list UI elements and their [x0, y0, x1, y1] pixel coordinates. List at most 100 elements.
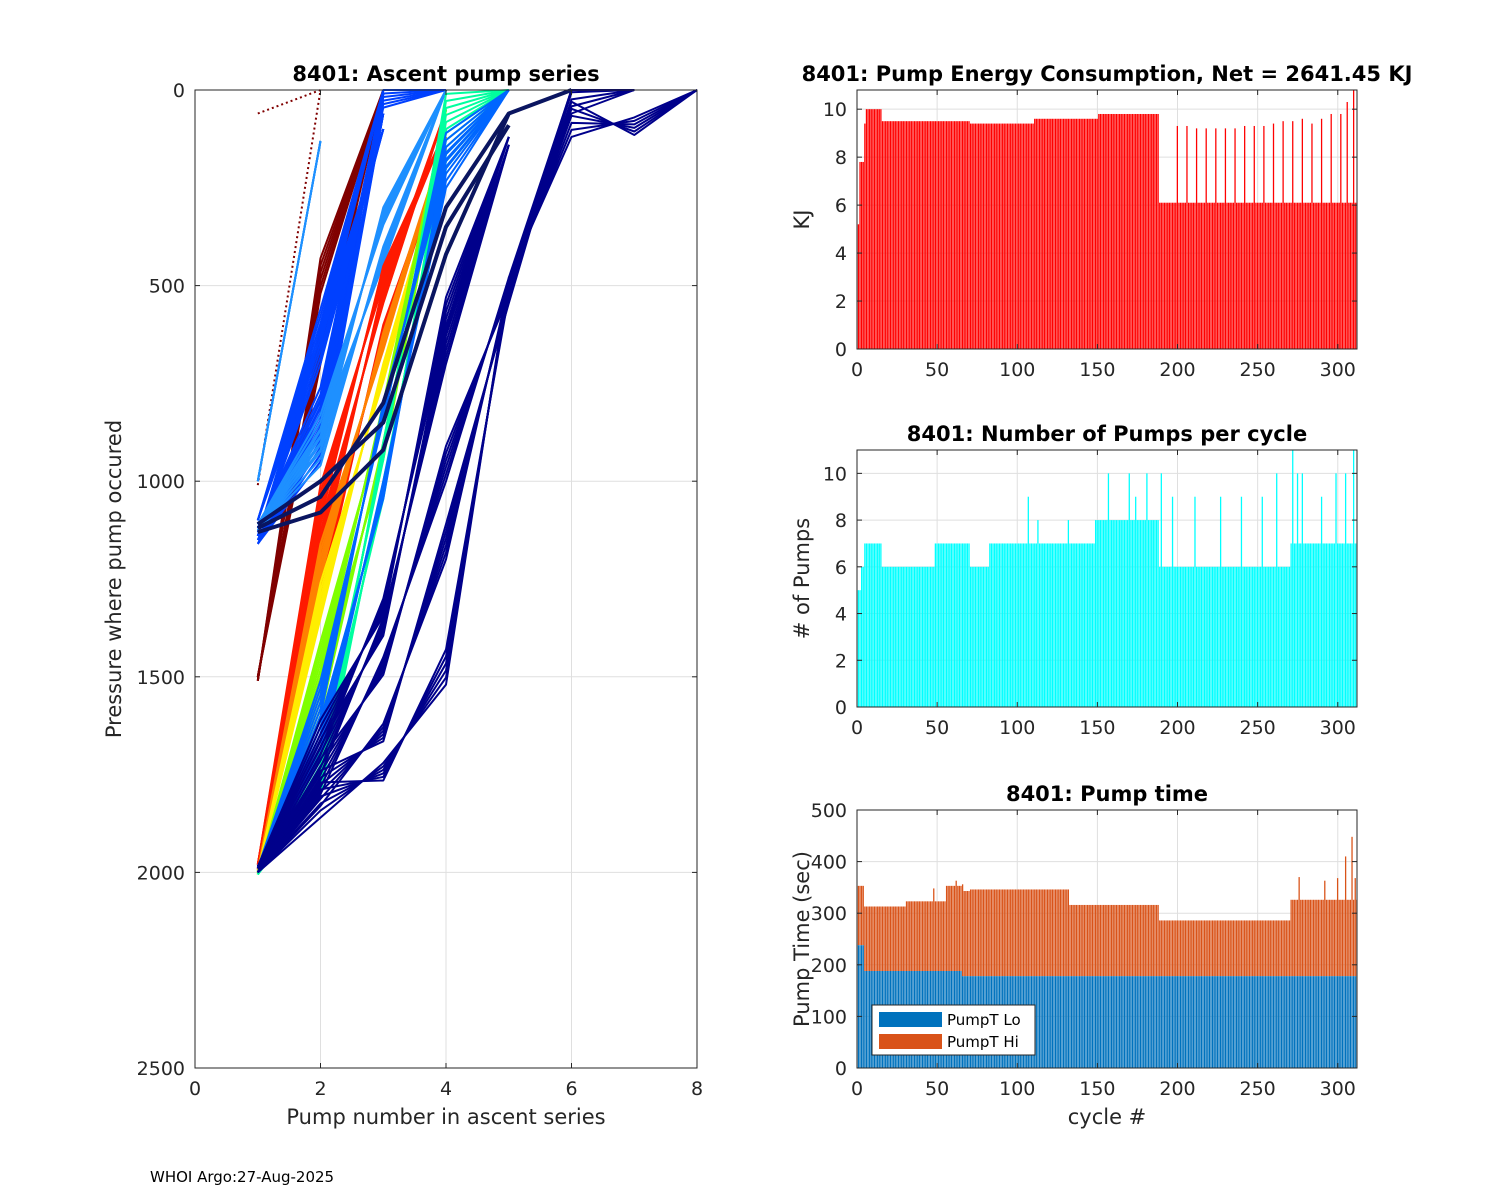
pumpt-lo-bar: [1327, 976, 1329, 1068]
energy-bar: [969, 123, 972, 350]
pumpt-hi-bar: [1210, 920, 1212, 977]
pumps-bar: [974, 566, 977, 707]
pumpt-lo-bar: [1232, 976, 1235, 1068]
energy-bar: [1154, 113, 1156, 350]
pumps-bar: [1266, 566, 1268, 707]
pumps-bar: [1152, 520, 1154, 707]
energy-bar: [1252, 202, 1254, 349]
energy-bar: [929, 121, 932, 349]
energy-bar: [1032, 123, 1034, 350]
pumps-bar: [1333, 543, 1336, 707]
energy-bar: [984, 123, 986, 350]
pumps-bar: [1016, 543, 1018, 707]
energy-bar: [1227, 202, 1230, 349]
pumpt-hi-bar: [1091, 904, 1094, 977]
pumpt-hi-bar: [1072, 904, 1074, 977]
energy-bar: [1280, 202, 1283, 349]
pumps-bar: [1171, 496, 1174, 707]
pumpt-hi-bar: [928, 901, 930, 971]
energy-bar: [909, 121, 911, 349]
pumpt-hi-bar: [1127, 904, 1129, 977]
pumps-xtick-label: 200: [1159, 717, 1195, 739]
pumps-bar: [1338, 543, 1340, 707]
energy-bar: [1223, 202, 1225, 349]
pumpt-lo-bar: [1192, 976, 1195, 1068]
pumps-bar: [941, 543, 943, 707]
pumpt-hi-bar: [1295, 899, 1297, 977]
energy-bar: [1231, 202, 1233, 349]
energy-bar: [947, 121, 949, 349]
energy-bar: [901, 121, 903, 349]
pumptime-ytick-label: 0: [835, 1058, 847, 1080]
pumps-bar: [1050, 543, 1052, 707]
pumps-bar: [889, 566, 892, 707]
pumpt-hi-bar: [885, 906, 887, 971]
pumps-bar: [1002, 543, 1004, 707]
pumps-bar: [894, 566, 896, 707]
energy-bar: [1248, 202, 1251, 349]
pumps-bar: [1349, 543, 1352, 707]
pumpt-hi-bar: [905, 901, 908, 971]
pumps-bar: [933, 566, 935, 707]
pumps-xtick-label: 250: [1240, 717, 1276, 739]
energy-bar: [869, 109, 871, 350]
pumpt-hi-bar: [1101, 904, 1103, 977]
energy-bar: [1147, 113, 1150, 350]
pumpt-lo-bar: [1099, 976, 1102, 1068]
pumpt-lo-bar: [1316, 976, 1318, 1068]
pumps-bar: [952, 543, 954, 707]
pumpt-hi-bar: [974, 889, 977, 977]
pumps-bar: [979, 566, 981, 707]
pumpt-lo-bar: [1183, 976, 1185, 1068]
pumpt-hi-bar: [1231, 920, 1233, 977]
pumpt-lo-bar: [1106, 976, 1108, 1068]
pumps-bar: [1295, 543, 1297, 707]
pumpt-hi-bar: [1247, 920, 1249, 977]
pumps-bars: [857, 450, 1358, 707]
energy-bar: [955, 121, 957, 349]
pumpt-lo-bar: [1268, 976, 1270, 1068]
pumpt-hi-bar: [1218, 920, 1220, 977]
pumpt-hi-bar: [1160, 920, 1162, 977]
energy-bar: [1167, 202, 1169, 349]
pumpt-hi-bar: [1054, 889, 1057, 977]
ascent-xtick-label: 2: [314, 1078, 326, 1100]
energy-bar: [1098, 113, 1100, 350]
pumps-bar: [1248, 566, 1251, 707]
energy-bar: [1062, 118, 1065, 350]
ascent-xtick-label: 8: [691, 1078, 703, 1100]
energy-bar: [873, 109, 876, 350]
pumpt-hi-bar: [1176, 920, 1178, 977]
pumps-bar: [1090, 543, 1092, 707]
pumps-bar: [1138, 520, 1140, 707]
pumpt-hi-bar: [1128, 904, 1130, 977]
pumpt-lo-bar: [1234, 976, 1236, 1068]
pumpt-lo-bar: [1199, 976, 1201, 1068]
pumptime-xtick-label: 300: [1320, 1078, 1356, 1100]
pumpt-lo-bar: [1236, 976, 1238, 1068]
pumpt-hi-bar: [1119, 904, 1121, 977]
pumps-bar: [1029, 543, 1031, 707]
pumps-bar: [1186, 566, 1188, 707]
pumps-bar: [1070, 543, 1073, 707]
pumps-bar: [928, 566, 930, 707]
pumpt-hi-bar: [886, 906, 888, 971]
energy-bar: [1133, 113, 1135, 350]
energy-bar: [1208, 202, 1211, 349]
pumps-bar: [1271, 566, 1273, 707]
energy-bar: [1274, 202, 1276, 349]
pumps-bar: [1151, 520, 1153, 707]
energy-bar: [1135, 113, 1137, 350]
pumpt-lo-bar: [1223, 976, 1225, 1068]
energy-bar: [1226, 202, 1228, 349]
energy-bar: [1234, 128, 1236, 349]
pumpt-hi-bar: [1300, 899, 1302, 977]
pumpt-hi-bar: [1189, 920, 1191, 977]
pumptime-xtick-label: 0: [851, 1078, 863, 1100]
pumpt-hi-bar: [1003, 889, 1005, 977]
pumps-bar: [1160, 473, 1162, 707]
pumps-bar: [1034, 543, 1036, 707]
pumps-bar: [1272, 566, 1275, 707]
energy-bar: [1010, 123, 1012, 350]
energy-bar: [1048, 118, 1050, 350]
